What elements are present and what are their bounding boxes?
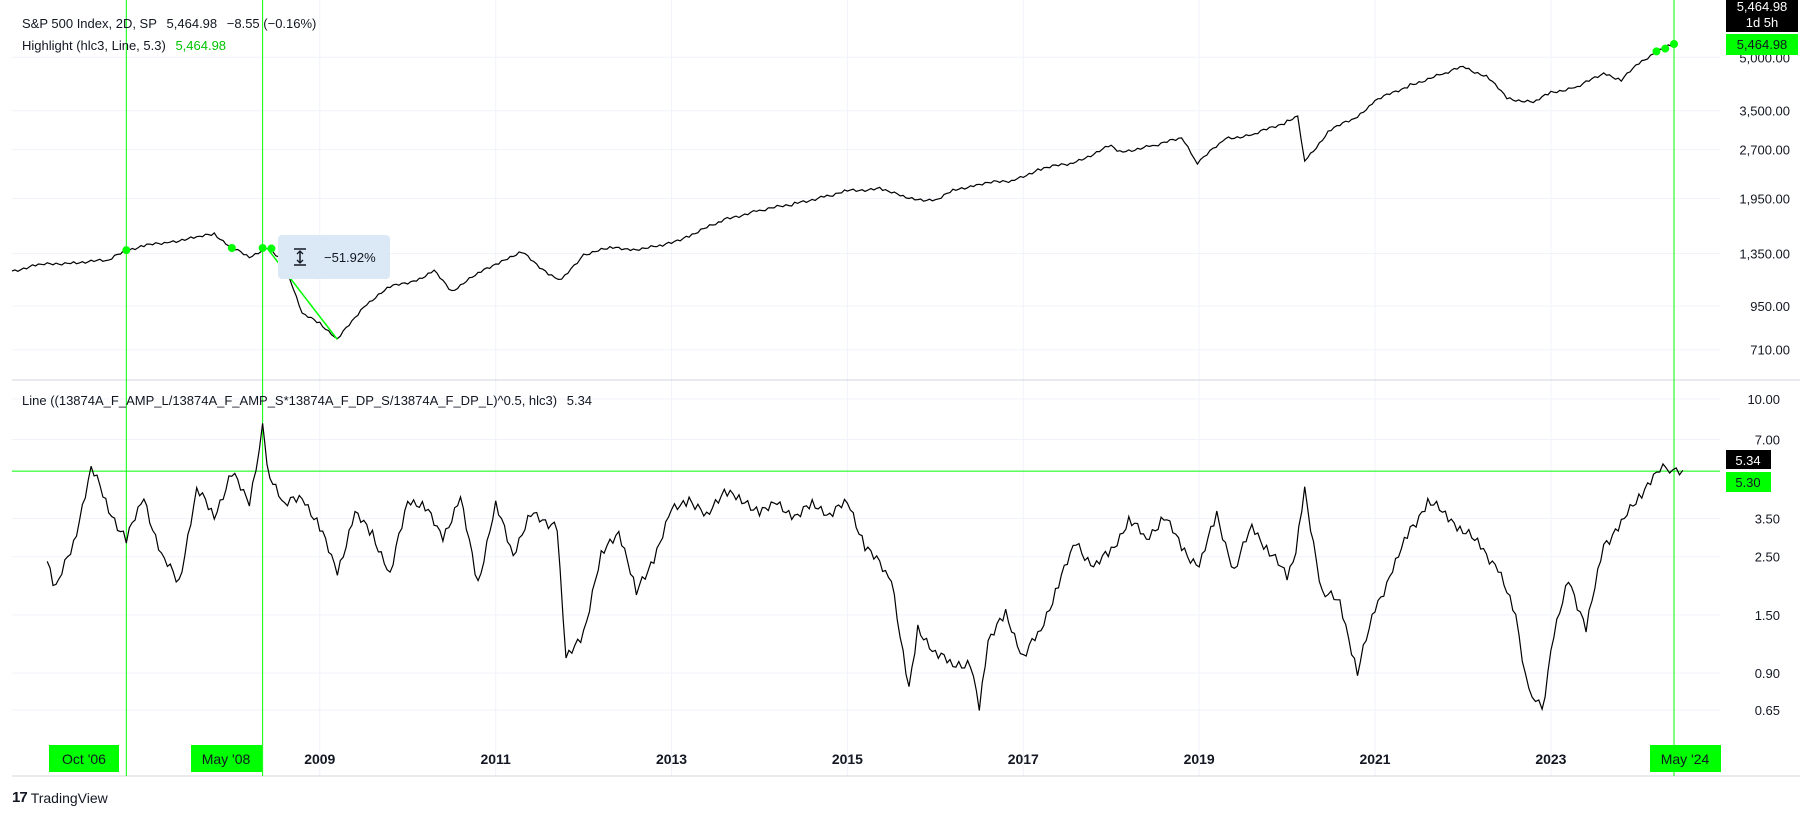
highlight-point [1661, 44, 1670, 53]
tradingview-mark-icon: 17 [12, 789, 28, 806]
indicator-pane[interactable] [46, 423, 1684, 712]
indicator-tick-label: 7.00 [1755, 432, 1780, 447]
indicator-tick-label: 1.50 [1755, 608, 1780, 623]
price-tick-label: 3,500.00 [1739, 104, 1790, 119]
indicator-label[interactable]: Line ((13874A_F_AMP_L/13874A_F_AMP_S*138… [22, 393, 558, 408]
svg-text:May '08: May '08 [202, 751, 251, 767]
time-tick-label: 2013 [656, 751, 687, 767]
time-tick-label: 2019 [1184, 751, 1215, 767]
threshold-badge: 5.30 [1726, 472, 1771, 492]
indicator-tick-label: 10.00 [1747, 392, 1780, 407]
price-top-cut-badge: 5,464.98 [1726, 0, 1798, 14]
indicator-tick-label: 0.65 [1755, 703, 1780, 718]
last-price-badge: 5,464.98 [1726, 34, 1798, 55]
highlight-point [1652, 47, 1661, 56]
indicator-value: 5.34 [566, 393, 593, 408]
measure-percent: −51.92% [324, 250, 376, 265]
price-change: −8.55 (−0.16%) [226, 16, 317, 31]
measure-tooltip[interactable]: −51.92% [278, 235, 390, 279]
time-tick-label: 2023 [1535, 751, 1566, 767]
indicator-legend[interactable]: Line ((13874A_F_AMP_L/13874A_F_AMP_S*138… [22, 393, 598, 408]
highlight-point [122, 246, 131, 255]
price-tick-label: 950.00 [1750, 299, 1790, 314]
svg-text:5.30: 5.30 [1735, 475, 1760, 490]
indicator-tick-label: 0.90 [1755, 666, 1780, 681]
time-tick-label: 2009 [304, 751, 335, 767]
indicator-series-line [46, 423, 1684, 712]
grid [12, 0, 1720, 776]
countdown-badge: 1d 5h [1726, 13, 1798, 32]
price-pane[interactable] [11, 39, 1679, 340]
highlight-point [227, 243, 236, 252]
price-value: 5,464.98 [166, 16, 218, 31]
time-badge-may08: May '08 [191, 745, 262, 772]
price-tick-label: 710.00 [1750, 343, 1790, 358]
price-tick-label: 2,700.00 [1739, 143, 1790, 158]
highlight-legend[interactable]: Highlight (hlc3, Line, 5.3) 5,464.98 [22, 38, 232, 53]
symbol-label[interactable]: S&P 500 Index, 2D, SP [22, 16, 157, 31]
time-tick-label: 2011 [480, 751, 511, 767]
price-tick-label: 1,350.00 [1739, 246, 1790, 261]
svg-text:5,464.98: 5,464.98 [1737, 0, 1788, 14]
time-badge-may24: May '24 [1650, 745, 1721, 772]
highlight-point [1670, 39, 1679, 48]
time-tick-label: 2015 [832, 751, 863, 767]
tradingview-name: TradingView [30, 789, 108, 806]
svg-text:5,464.98: 5,464.98 [1737, 37, 1788, 52]
svg-text:Oct '06: Oct '06 [62, 751, 106, 767]
svg-text:May '24: May '24 [1661, 751, 1710, 767]
time-badge-oct06: Oct '06 [49, 745, 119, 772]
price-tick-label: 1,950.00 [1739, 191, 1790, 206]
svg-text:1d 5h: 1d 5h [1746, 15, 1779, 30]
highlight-point [267, 244, 276, 253]
indicator-last-badge: 5.34 [1726, 450, 1771, 469]
price-legend[interactable]: S&P 500 Index, 2D, SP 5,464.98 −8.55 (−0… [22, 16, 322, 31]
highlight-vertical-lines [125, 0, 1675, 776]
highlight-label[interactable]: Highlight (hlc3, Line, 5.3) [22, 38, 166, 53]
time-axis[interactable]: 2009 2011 2013 2015 2017 2019 2021 2023 [304, 751, 1566, 767]
highlight-point [258, 243, 267, 252]
price-highlight-markers [122, 39, 1679, 255]
tradingview-logo[interactable]: 17 TradingView [12, 789, 108, 806]
indicator-tick-label: 3.50 [1755, 511, 1780, 526]
time-tick-label: 2017 [1008, 751, 1039, 767]
indicator-tick-label: 2.50 [1755, 550, 1780, 565]
svg-text:5.34: 5.34 [1735, 453, 1760, 468]
price-series-line [11, 43, 1675, 340]
measure-range-icon [294, 248, 306, 266]
indicator-axis[interactable]: 10.00 7.00 3.50 2.50 1.50 0.90 0.65 [1747, 392, 1780, 718]
highlight-value: 5,464.98 [175, 38, 227, 53]
time-tick-label: 2021 [1359, 751, 1390, 767]
price-axis[interactable]: 5,000.003,500.002,700.001,950.001,350.00… [1739, 50, 1790, 357]
